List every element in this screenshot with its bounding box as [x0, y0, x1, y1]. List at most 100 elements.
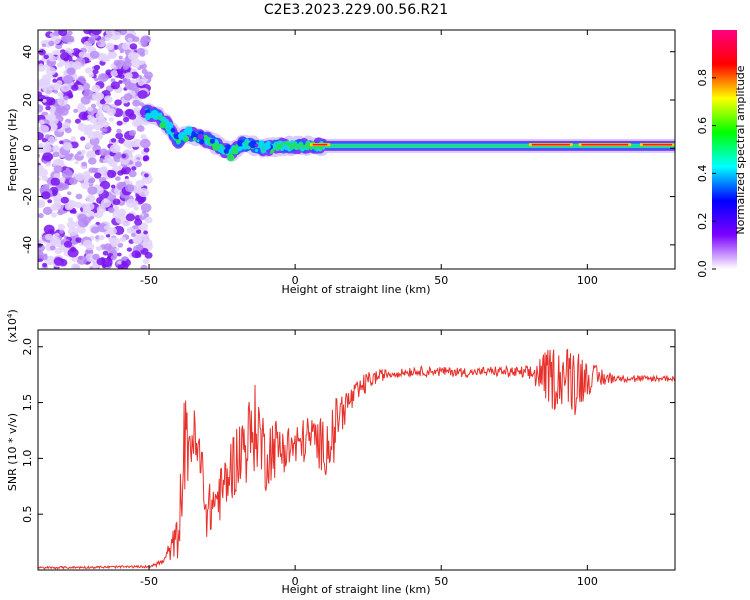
- noise-blob: [53, 257, 64, 266]
- x-tick-label: 50: [434, 575, 448, 588]
- noise-blob: [98, 107, 103, 111]
- noise-blob: [81, 149, 86, 154]
- noise-blob: [56, 80, 63, 86]
- x-tick-label: 100: [577, 575, 598, 588]
- noise-blob: [77, 213, 87, 222]
- ridge-knot: [212, 143, 220, 151]
- ridge-knot: [227, 154, 235, 162]
- noise-blob: [38, 104, 44, 113]
- noise-blob: [113, 59, 122, 67]
- noise-blob: [130, 71, 139, 79]
- noise-blob: [110, 184, 116, 189]
- noise-blob: [108, 50, 117, 58]
- noise-blob: [41, 175, 49, 182]
- noise-blob: [124, 72, 133, 80]
- ridge-knot: [267, 145, 271, 149]
- noise-blob: [95, 112, 105, 120]
- y-tick-label: 0.5: [21, 505, 34, 523]
- noise-blob: [122, 256, 128, 261]
- noise-blob: [87, 114, 92, 119]
- noise-blob: [125, 184, 135, 193]
- noise-blob: [140, 134, 147, 140]
- noise-blob: [113, 188, 119, 193]
- spectrogram-axes: -50 0 50 100 -40 -20 0 20 40: [21, 30, 675, 287]
- noise-blob: [97, 73, 109, 83]
- noise-blob: [102, 250, 109, 256]
- noise-blob: [48, 40, 55, 47]
- ridge-knot: [165, 121, 174, 130]
- noise-blob: [99, 99, 106, 105]
- noise-blob: [53, 173, 61, 179]
- y-tick-label: 1.5: [21, 394, 34, 412]
- noise-blob: [61, 169, 73, 179]
- noise-blob: [62, 121, 70, 129]
- noise-blob: [105, 37, 110, 42]
- noise-blob: [59, 229, 64, 234]
- noise-blob: [73, 108, 78, 113]
- noise-blob: [38, 119, 45, 125]
- noise-blob: [99, 148, 109, 156]
- noise-blob: [84, 67, 93, 74]
- noise-blob: [123, 117, 130, 123]
- noise-blob: [142, 238, 153, 247]
- noise-blob: [115, 176, 121, 182]
- noise-blob: [102, 121, 110, 128]
- noise-blob: [43, 86, 53, 95]
- noise-blob: [128, 129, 137, 136]
- noise-blob: [140, 197, 145, 201]
- colorbar-ticks: 0.0 0.2 0.4 0.6 0.8: [696, 69, 716, 278]
- noise-blob: [75, 193, 83, 200]
- noise-blob: [71, 61, 82, 70]
- noise-blob: [141, 174, 153, 184]
- y-tick-label: -40: [21, 236, 34, 254]
- noise-blob: [114, 99, 122, 106]
- noise-blob: [127, 51, 139, 61]
- noise-blob: [140, 264, 148, 269]
- noise-blob: [91, 92, 103, 102]
- noise-blob: [88, 179, 94, 184]
- noise-blob: [116, 120, 123, 126]
- noise-blob: [135, 179, 145, 188]
- noise-blob: [125, 109, 135, 117]
- noise-blob: [67, 248, 79, 258]
- noise-blob: [67, 191, 72, 196]
- noise-blob: [117, 208, 127, 217]
- spectrogram-y-label: Frequency (Hz): [6, 109, 19, 192]
- noise-blob: [88, 157, 97, 165]
- noise-blob: [100, 127, 105, 132]
- noise-blob: [80, 136, 86, 141]
- noise-blob: [43, 224, 55, 234]
- noise-blob: [59, 177, 66, 183]
- noise-blob: [119, 236, 127, 242]
- noise-blob: [45, 162, 51, 167]
- ridge-knot: [249, 140, 257, 149]
- noise-blob: [118, 55, 123, 60]
- noise-blob: [121, 42, 132, 51]
- snr-x-label: Height of straight line (km): [281, 583, 430, 596]
- ridge-knot: [161, 117, 165, 122]
- spectrogram-frame: [37, 29, 676, 270]
- noise-blob: [123, 139, 133, 148]
- noise-blob: [38, 124, 50, 134]
- noise-blob: [94, 172, 102, 179]
- spectrogram-panel: -50 0 50 100 -40 -20 0 20 40 Height of straight …: [6, 29, 676, 296]
- noise-blob: [134, 218, 143, 226]
- ridge-knot: [241, 142, 247, 147]
- noise-blob: [49, 235, 60, 245]
- noise-blob: [136, 244, 144, 251]
- noise-blob: [122, 77, 131, 85]
- snr-multiplier-base: (x10: [6, 318, 19, 343]
- noise-blob: [69, 209, 75, 214]
- noise-blob: [110, 30, 121, 41]
- noise-blob: [74, 201, 83, 209]
- ridge-knot: [254, 143, 259, 148]
- noise-blob: [38, 199, 46, 208]
- ridge-knot: [150, 109, 159, 118]
- noise-blob: [143, 230, 149, 235]
- noise-blob: [97, 41, 102, 45]
- noise-blob: [42, 152, 53, 162]
- snr-multiplier-exp: 4: [6, 313, 14, 318]
- noise-blob: [101, 257, 113, 268]
- noise-blob: [94, 77, 99, 82]
- noise-blob: [93, 64, 101, 71]
